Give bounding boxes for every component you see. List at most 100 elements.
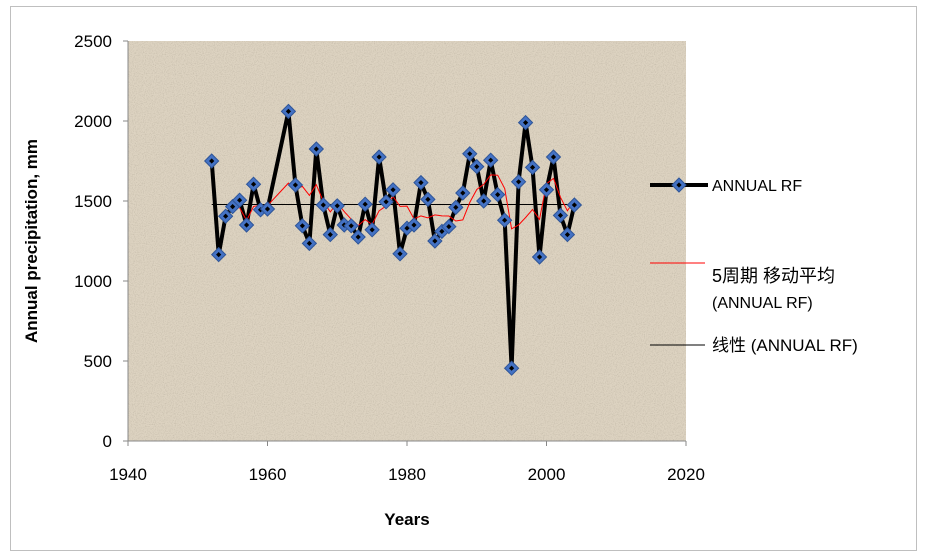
x-tick-label: 1960 xyxy=(249,465,287,484)
marker-diamond-inner xyxy=(397,251,403,257)
marker-diamond-inner xyxy=(557,212,564,218)
annual-rf-point xyxy=(385,182,401,198)
annual-rf-point xyxy=(378,194,394,210)
marker-diamond-inner xyxy=(516,179,522,185)
marker-diamond-inner xyxy=(285,108,292,114)
annual-rf-point xyxy=(545,149,562,165)
annual-rf-point xyxy=(482,152,499,168)
marker-diamond-inner xyxy=(376,154,382,160)
marker-diamond-inner xyxy=(495,192,501,198)
marker-diamond-inner xyxy=(292,182,298,188)
marker-diamond-inner xyxy=(502,217,508,223)
marker-diamond-inner xyxy=(543,187,550,193)
marker-diamond-inner xyxy=(571,202,577,208)
marker-diamond-inner xyxy=(432,238,438,244)
annual-rf-point xyxy=(427,233,443,249)
annual-rf-point xyxy=(559,226,576,243)
annual-rf-point xyxy=(364,222,380,238)
marker-diamond-inner xyxy=(418,180,424,186)
annual-rf-point xyxy=(343,218,359,234)
annual-rf-point xyxy=(315,197,332,213)
marker-diamond-inner xyxy=(676,182,682,188)
x-tick-label: 1980 xyxy=(388,465,426,484)
x-tick-label: 1940 xyxy=(109,465,147,484)
marker-diamond-inner xyxy=(230,204,236,210)
y-tick-label: 2500 xyxy=(74,32,112,51)
legend-annual-swatch-marker xyxy=(671,177,687,193)
annual-rf-point xyxy=(524,159,541,176)
marker-diamond-inner xyxy=(243,222,250,228)
annual-rf-point xyxy=(301,235,318,252)
marker-diamond-inner xyxy=(216,252,222,258)
marker-diamond-inner xyxy=(488,157,494,163)
marker-diamond-inner xyxy=(411,222,417,228)
marker-diamond-inner xyxy=(327,232,333,238)
x-tick-label: 2020 xyxy=(667,465,705,484)
annual-rf-point xyxy=(566,197,583,213)
annual-rf-point xyxy=(531,249,548,265)
annual-rf-point xyxy=(469,158,485,175)
annual-rf-point xyxy=(406,217,422,233)
marker-diamond-inner xyxy=(474,164,480,170)
x-axis-title: Years xyxy=(384,510,429,529)
y-tick-label: 2000 xyxy=(74,112,112,131)
marker-diamond-inner xyxy=(369,227,375,233)
marker-diamond-inner xyxy=(250,181,257,187)
series-layer xyxy=(203,103,583,376)
axes: 0 500 1000 1500 2000 2500 1940 1960 1980 2000 2020… xyxy=(22,32,705,529)
annual-rf-point xyxy=(203,153,220,169)
legend-annual-label: ANNUAL RF xyxy=(712,178,802,195)
y-tick-label: 1500 xyxy=(74,192,112,211)
marker-diamond-inner xyxy=(209,158,215,164)
y-axis-title: Annual precipitation, mm xyxy=(22,139,41,343)
plot-area xyxy=(128,41,686,441)
marker-diamond-inner xyxy=(257,207,264,213)
annual-rf-point xyxy=(238,217,255,233)
y-tick-label: 0 xyxy=(103,432,112,451)
annual-rf-point xyxy=(287,177,304,193)
annual-rf-point xyxy=(308,141,325,157)
marker-diamond-inner xyxy=(264,206,271,212)
marker-diamond-inner xyxy=(564,232,571,238)
x-tick-label: 2000 xyxy=(528,465,566,484)
annual-rf-point xyxy=(413,174,429,191)
annual-rf-point xyxy=(259,201,276,217)
marker-diamond-inner xyxy=(299,223,305,229)
annual-rf-point xyxy=(210,246,227,263)
annual-rf-point xyxy=(217,208,234,224)
marker-diamond-inner xyxy=(522,120,529,126)
annual-rf-point xyxy=(280,103,297,120)
annual-rf-point xyxy=(476,193,492,209)
annual-rf-point xyxy=(294,218,311,234)
marker-diamond-inner xyxy=(390,187,396,193)
plot-area-texture xyxy=(128,41,686,441)
marker-diamond-inner xyxy=(313,146,319,152)
legend-moving-average-label-line2: (ANNUAL RF) xyxy=(712,295,813,312)
annual-rf-point xyxy=(538,182,555,198)
marker-diamond-inner xyxy=(362,201,368,207)
annual-rf-point xyxy=(371,149,387,165)
marker-diamond-inner xyxy=(425,196,431,202)
marker-diamond-inner xyxy=(529,164,536,170)
marker-diamond-inner xyxy=(348,223,354,229)
annual-rf-point xyxy=(455,185,471,201)
y-tick-label: 1000 xyxy=(74,272,112,291)
marker-diamond-inner xyxy=(550,154,557,160)
annual-rf-point xyxy=(517,114,534,131)
marker-diamond-inner xyxy=(306,240,312,246)
annual-rf-point xyxy=(503,360,520,376)
marker-diamond-inner xyxy=(341,222,347,228)
marker-diamond-inner xyxy=(334,203,340,209)
annual-rf-point xyxy=(329,198,345,214)
annual-rf-point xyxy=(441,218,457,235)
marker-diamond-inner xyxy=(467,151,473,157)
annual-rf-point xyxy=(462,146,478,162)
marker-diamond-inner xyxy=(453,204,459,210)
legend-linear-label: 线性 (ANNUAL RF) xyxy=(712,336,858,355)
annual-rf-point xyxy=(322,226,338,243)
annual-rf-point xyxy=(231,192,248,208)
marker-diamond-inner xyxy=(383,199,389,205)
y-tick-label: 500 xyxy=(84,352,112,371)
